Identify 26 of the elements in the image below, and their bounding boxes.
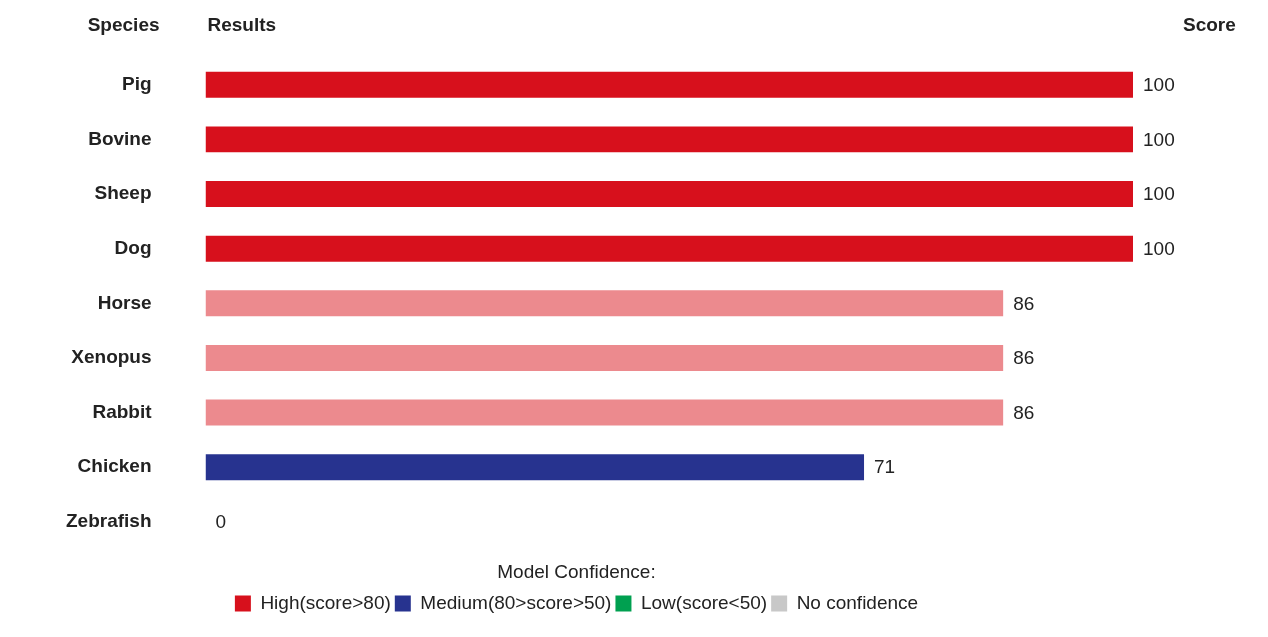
data-label: 100 xyxy=(1143,73,1175,95)
legend-title: Model Confidence: xyxy=(497,560,656,582)
y-tick-label: Horse xyxy=(97,291,152,313)
y-tick-label: Bovine xyxy=(88,127,152,149)
legend-label: No confidence xyxy=(796,591,919,613)
x-axis-title: Results xyxy=(207,14,277,36)
data-label: 86 xyxy=(1013,292,1035,314)
legend-label: Low(score<50) xyxy=(640,591,768,613)
text: Score xyxy=(1183,14,1236,36)
y-tick-label: Dog xyxy=(114,236,152,258)
y-tick-label: Chicken xyxy=(77,455,152,477)
legend-label: High(score>80) xyxy=(260,591,391,613)
data-label: 71 xyxy=(874,456,896,478)
y-axis-title: Species xyxy=(87,14,160,36)
data-label: 86 xyxy=(1013,401,1035,423)
y-tick-label: Sheep xyxy=(94,182,152,204)
data-label: 100 xyxy=(1143,128,1175,150)
legend-label: Medium(80>score>50) xyxy=(420,591,612,613)
data-label: 100 xyxy=(1143,183,1175,205)
data-label: 86 xyxy=(1013,347,1035,369)
data-label: 0 xyxy=(215,511,227,533)
y-tick-label: Rabbit xyxy=(92,400,153,422)
y-tick-label: Pig xyxy=(121,72,152,94)
y-tick-label: Xenopus xyxy=(71,346,152,368)
y-tick-label: Zebrafish xyxy=(65,510,152,532)
data-label: 100 xyxy=(1143,237,1175,259)
